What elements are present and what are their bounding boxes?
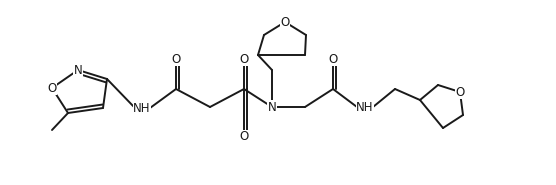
Text: N: N <box>73 63 82 77</box>
Text: O: O <box>240 53 249 65</box>
Text: O: O <box>47 82 57 95</box>
Text: O: O <box>455 85 465 98</box>
Text: N: N <box>267 100 276 114</box>
Text: NH: NH <box>133 102 151 115</box>
Text: O: O <box>280 16 290 28</box>
Text: O: O <box>240 130 249 144</box>
Text: O: O <box>329 53 337 65</box>
Text: O: O <box>171 53 181 65</box>
Text: NH: NH <box>356 100 374 114</box>
